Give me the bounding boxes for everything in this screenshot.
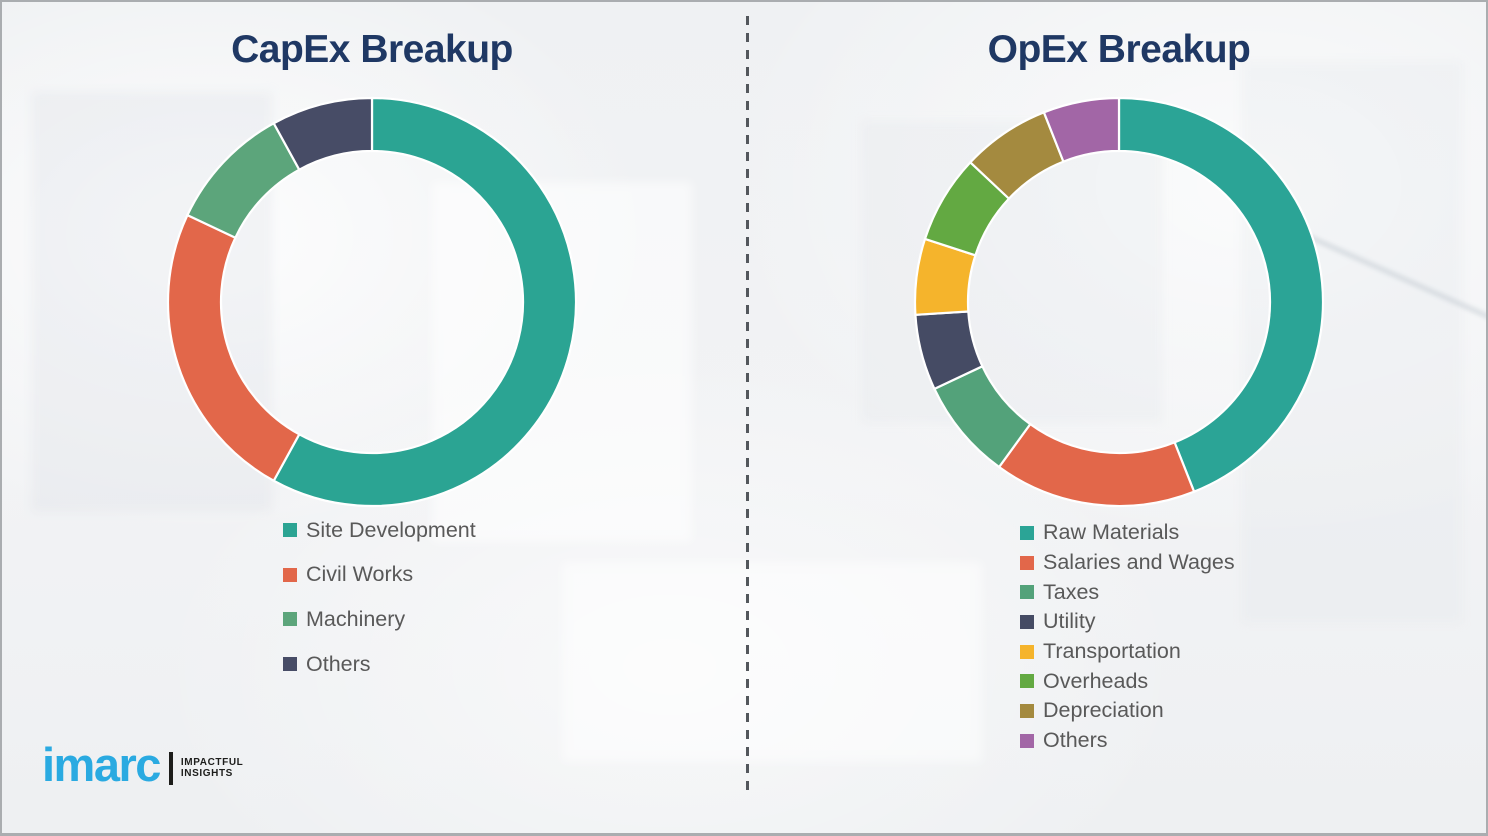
donut-segment-others (272, 96, 374, 172)
imarc-logo-divider-bar (168, 751, 173, 785)
donut-segment-site-development (272, 96, 578, 508)
watermark-shape (562, 562, 982, 762)
legend-label: Civil Works (306, 562, 414, 587)
imarc-logo-wordmark: imarc (42, 737, 161, 791)
legend-swatch-icon (283, 612, 297, 627)
legend-swatch-icon (1020, 674, 1034, 689)
legend-swatch-icon (1020, 555, 1034, 570)
legend-label: Taxes (1043, 579, 1100, 604)
legend-item-taxes: Taxes (1020, 577, 1235, 607)
capex-chart-title: CapEx Breakup (231, 28, 513, 71)
legend-label: Others (1043, 728, 1108, 753)
legend-label: Salaries and Wages (1043, 550, 1235, 575)
legend-swatch-icon (283, 657, 297, 672)
legend-label: Overheads (1043, 668, 1149, 693)
legend-label: Raw Materials (1043, 520, 1180, 545)
donut-segment-civil-works (166, 213, 301, 483)
legend-item-site-development: Site Development (283, 508, 476, 553)
legend-label: Transportation (1043, 639, 1181, 664)
legend-item-transportation: Transportation (1020, 637, 1235, 667)
donut-segment-raw-materials (1117, 96, 1325, 494)
legend-label: Utility (1043, 609, 1096, 634)
legend-item-civil-works: Civil Works (283, 553, 476, 598)
opex-donut-chart (913, 96, 1325, 508)
legend-swatch-icon (1020, 733, 1034, 748)
legend-label: Depreciation (1043, 698, 1164, 723)
legend-swatch-icon (1020, 644, 1034, 659)
legend-swatch-icon (1020, 703, 1034, 718)
capex-legend: Site Development Civil Works Machinery Othe… (283, 508, 476, 686)
legend-swatch-icon (283, 567, 297, 582)
legend-swatch-icon (1020, 525, 1034, 540)
legend-swatch-icon (283, 523, 297, 538)
legend-label: Others (306, 651, 371, 676)
capex-donut-chart (166, 96, 578, 508)
opex-chart-title: OpEx Breakup (987, 28, 1251, 71)
opex-legend: Raw Materials Salaries and Wages Taxes Util… (1020, 518, 1235, 756)
legend-label: Machinery (306, 606, 406, 631)
imarc-logo: imarc IMPACTFUL INSIGHTS (42, 739, 243, 797)
center-dashed-divider (746, 16, 749, 794)
legend-item-utility: Utility (1020, 607, 1235, 637)
legend-item-others: Others (1020, 726, 1235, 756)
legend-label: Site Development (306, 517, 476, 542)
imarc-tagline-line1: IMPACTFUL (180, 756, 244, 768)
imarc-logo-tagline: IMPACTFUL INSIGHTS (181, 757, 243, 780)
legend-swatch-icon (1020, 614, 1034, 629)
legend-item-depreciation: Depreciation (1020, 696, 1235, 726)
donut-segment-salaries-and-wages (997, 422, 1196, 508)
legend-item-raw-materials: Raw Materials (1020, 518, 1235, 548)
legend-item-overheads: Overheads (1020, 666, 1235, 696)
legend-item-machinery: Machinery (283, 597, 476, 642)
donut-segment-others (1042, 96, 1121, 164)
legend-item-salaries-and-wages: Salaries and Wages (1020, 548, 1235, 578)
legend-swatch-icon (1020, 585, 1034, 600)
legend-item-others: Others (283, 642, 476, 687)
imarc-tagline-line2: INSIGHTS (180, 768, 233, 779)
